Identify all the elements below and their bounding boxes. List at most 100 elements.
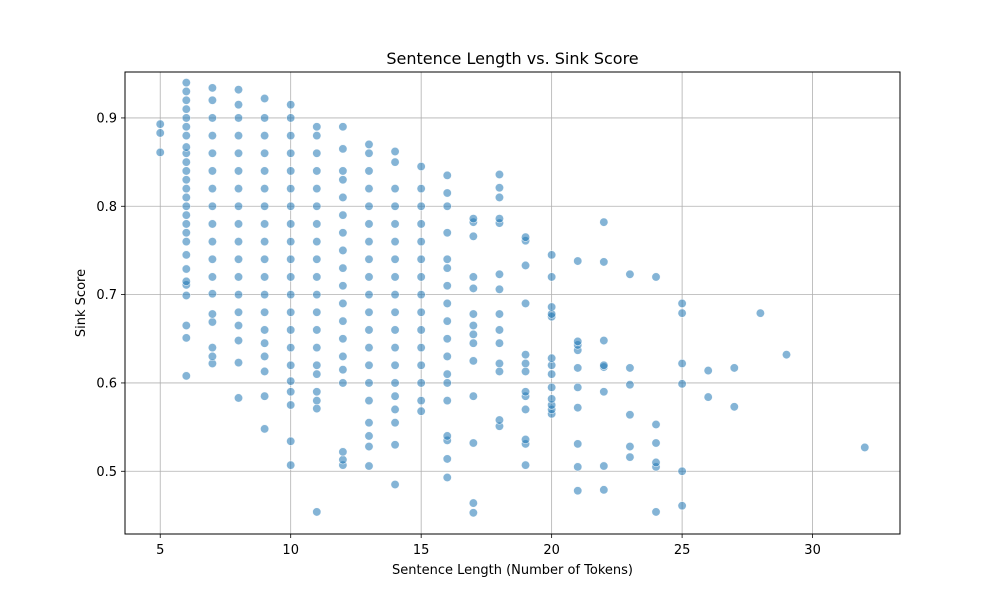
data-point (521, 387, 531, 397)
data-point (260, 338, 270, 348)
data-point (442, 281, 452, 291)
data-point (573, 462, 583, 472)
data-point (625, 380, 635, 390)
data-point (207, 343, 217, 353)
data-point (260, 391, 270, 401)
data-point (260, 272, 270, 282)
data-points (155, 78, 870, 518)
data-point (416, 201, 426, 211)
data-point (338, 122, 348, 132)
data-point (494, 338, 504, 348)
data-point (338, 281, 348, 291)
data-point (181, 175, 191, 185)
data-point (207, 148, 217, 158)
data-point (364, 442, 374, 452)
data-point (338, 334, 348, 344)
data-point (207, 113, 217, 123)
data-point (442, 254, 452, 264)
data-point (599, 485, 609, 495)
data-point (677, 379, 687, 389)
data-point (468, 356, 478, 366)
data-point (181, 201, 191, 211)
data-point (286, 436, 296, 446)
data-point (260, 351, 270, 361)
data-point (338, 228, 348, 238)
data-point (442, 472, 452, 482)
data-point (286, 237, 296, 247)
data-point (286, 400, 296, 410)
data-point (234, 336, 244, 346)
data-point (181, 131, 191, 141)
data-point (338, 378, 348, 388)
data-point (703, 366, 713, 376)
data-point (286, 360, 296, 370)
data-point (860, 442, 870, 452)
data-point (286, 148, 296, 158)
data-point (625, 269, 635, 279)
data-point (312, 507, 322, 517)
data-point (573, 256, 583, 266)
data-point (338, 447, 348, 457)
data-point (494, 366, 504, 376)
data-point (312, 369, 322, 379)
data-point (338, 245, 348, 255)
data-point (207, 351, 217, 361)
data-point (338, 316, 348, 326)
data-point (442, 351, 452, 361)
data-point (207, 254, 217, 264)
data-point (312, 325, 322, 335)
data-point (312, 360, 322, 370)
data-point (390, 219, 400, 229)
data-point (312, 237, 322, 247)
data-point (651, 457, 661, 467)
data-point (260, 113, 270, 123)
data-point (364, 166, 374, 176)
data-point (729, 402, 739, 412)
data-point (234, 272, 244, 282)
data-point (207, 237, 217, 247)
data-point (286, 100, 296, 110)
data-point (468, 329, 478, 339)
data-point (494, 415, 504, 425)
data-point (468, 272, 478, 282)
data-point (364, 272, 374, 282)
chart-title: Sentence Length vs. Sink Score (386, 49, 638, 68)
data-point (181, 78, 191, 88)
data-point (338, 144, 348, 154)
data-point (312, 254, 322, 264)
data-point (181, 192, 191, 202)
data-point (286, 290, 296, 300)
data-point (416, 162, 426, 172)
x-axis-ticks: 5 10 15 20 25 30 (156, 534, 821, 558)
data-point (286, 387, 296, 397)
data-point (234, 201, 244, 211)
data-point (390, 480, 400, 490)
data-point (181, 228, 191, 238)
data-point (260, 166, 270, 176)
data-point (364, 290, 374, 300)
data-point (442, 378, 452, 388)
data-point (390, 378, 400, 388)
data-point (416, 396, 426, 406)
data-point (390, 290, 400, 300)
data-point (260, 290, 270, 300)
data-point (390, 343, 400, 353)
data-point (442, 334, 452, 344)
data-point (181, 142, 191, 152)
data-point (260, 94, 270, 104)
data-point (416, 184, 426, 194)
data-point (547, 250, 557, 260)
y-tick-label: 0.6 (96, 376, 117, 391)
data-point (234, 307, 244, 317)
data-point (260, 148, 270, 158)
data-point (390, 391, 400, 401)
data-point (234, 184, 244, 194)
data-point (390, 157, 400, 167)
data-point (390, 272, 400, 282)
data-point (468, 214, 478, 224)
data-point (442, 298, 452, 308)
data-point (312, 166, 322, 176)
data-point (312, 131, 322, 141)
data-point (207, 317, 217, 327)
